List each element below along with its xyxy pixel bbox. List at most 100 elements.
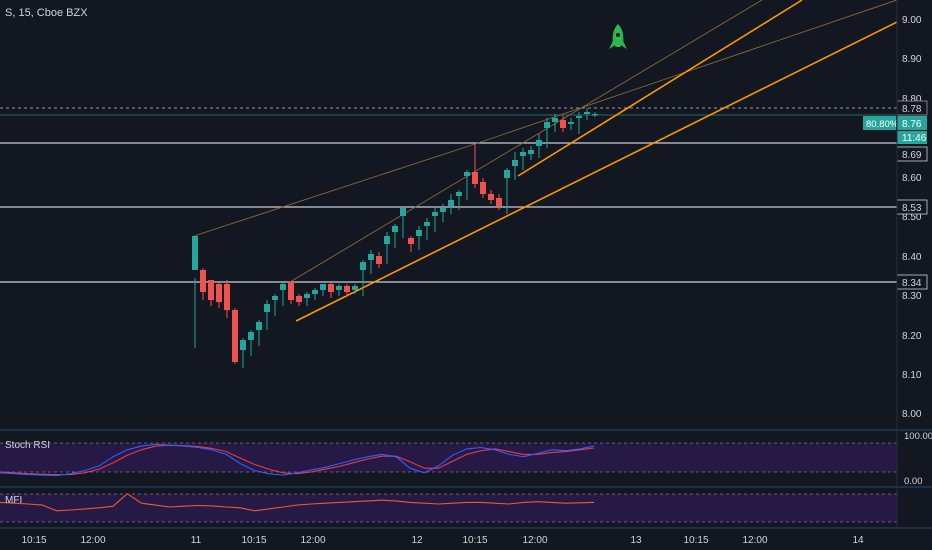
stoch-rsi-d-line [0,444,595,476]
candle-body [368,254,374,260]
price-tick-label: 8.20 [902,331,922,342]
candles [192,108,598,368]
thin-trendline-3[interactable] [289,0,763,283]
time-tick-label: 11 [191,535,202,546]
price-tick-label: 8.10 [902,370,922,381]
candle-body [416,230,422,236]
candle-body [480,182,486,194]
candle-body [344,286,350,292]
candle-body [328,284,334,292]
candle-body [432,212,438,216]
candle-body [536,140,542,146]
percent-tag: 80.80% [866,119,899,130]
price-tick-label: 8.50 [902,212,922,223]
candle-body [592,114,598,116]
price-tick-label: 8.90 [902,54,922,65]
candle-body [384,236,390,244]
symbol-title: S, 15, Cboe BZX [5,7,88,19]
candle-body [488,194,494,200]
stoch-rsi-pane[interactable]: 100.00 0.00 [0,429,932,487]
candle-body [192,236,198,270]
candle-body [272,296,278,300]
channel-lower-line[interactable] [295,21,898,322]
price-pane[interactable] [0,0,898,368]
candle-body [424,222,430,226]
candle-body [264,304,270,312]
percent-tag-bg [863,116,896,130]
candle-body [304,294,310,298]
candle-body [528,150,534,154]
time-tick-label: 10:15 [241,535,266,546]
candle-body [312,290,318,294]
candle-body [360,262,366,270]
price-tick-label: 8.60 [902,173,922,184]
candle-body [208,280,214,300]
price-tick-label: 8.80 [902,94,922,105]
candle-body [464,172,470,176]
candle-body [472,172,478,184]
time-tick-label: 12:00 [522,535,547,546]
candle-body [568,122,574,124]
time-tick-label: 10:15 [462,535,487,546]
time-tick-label: 14 [852,535,864,546]
current-price-tag: 8.76 [902,119,922,130]
candle-body [552,118,558,122]
time-tick-label: 10:15 [683,535,708,546]
candle-body [448,200,454,206]
candle-body [512,160,518,166]
current-price-tag-bg [897,116,927,130]
level-label-834: 8.34 [902,278,922,289]
price-axis[interactable]: 9.00 8.90 8.80 8.60 8.50 8.40 8.30 8.20 8.10 8.00 [902,15,922,420]
stoch-rsi-k-line [0,443,595,477]
candle-body [520,152,526,156]
time-tick-label: 13 [630,535,642,546]
time-tick-label: 12:00 [742,535,767,546]
thin-trendline-1[interactable] [193,142,479,237]
price-tick-label: 9.00 [902,15,922,26]
price-tick-label: 8.40 [902,252,922,263]
candle-body [576,116,582,118]
candle-body [456,192,462,196]
candle-body [240,340,246,350]
price-tick-label: 8.00 [902,409,922,420]
candle-body [296,296,302,302]
last-price-label: 8.78 [902,104,922,115]
stoch-tick-0: 0.00 [904,476,923,487]
channel-upper-line[interactable] [517,0,803,177]
candle-body [224,284,230,310]
stoch-tick-100: 100.00 [904,431,932,442]
stoch-rsi-label: Stoch RSI [5,440,51,451]
candle-body [560,120,566,128]
level-label-853: 8.53 [902,203,922,214]
candle-body [544,122,550,128]
candle-body [392,226,398,232]
time-tick-label: 12 [411,535,423,546]
level-label-869: 8.69 [902,150,922,161]
countdown-tag: 11:46 [902,133,927,144]
candle-body [376,256,382,264]
price-tick-label: 8.30 [902,291,922,302]
mfi-label: MFI [5,495,23,506]
candle-body [216,284,222,302]
mfi-line [0,493,595,512]
time-tick-label: 12:00 [80,535,105,546]
candle-body [248,332,254,340]
time-tick-label: 10:15 [21,535,46,546]
candle-body [320,284,326,290]
candle-body [504,170,510,178]
mfi-pane[interactable] [0,486,932,529]
candle-body [200,270,206,292]
candle-body [400,208,406,216]
candle-body [336,286,342,290]
candle-body [584,112,590,114]
candle-body [440,208,446,212]
time-axis[interactable]: 10:15 12:00 11 10:15 12:00 12 10:15 12:00 13 10:1… [21,535,864,546]
candle-body [408,238,414,244]
candle-body [352,286,358,290]
rocket-icon [609,24,627,49]
candle-body [280,284,286,290]
mfi-band [0,494,897,522]
time-tick-label: 12:00 [300,535,325,546]
candle-body [256,322,262,330]
